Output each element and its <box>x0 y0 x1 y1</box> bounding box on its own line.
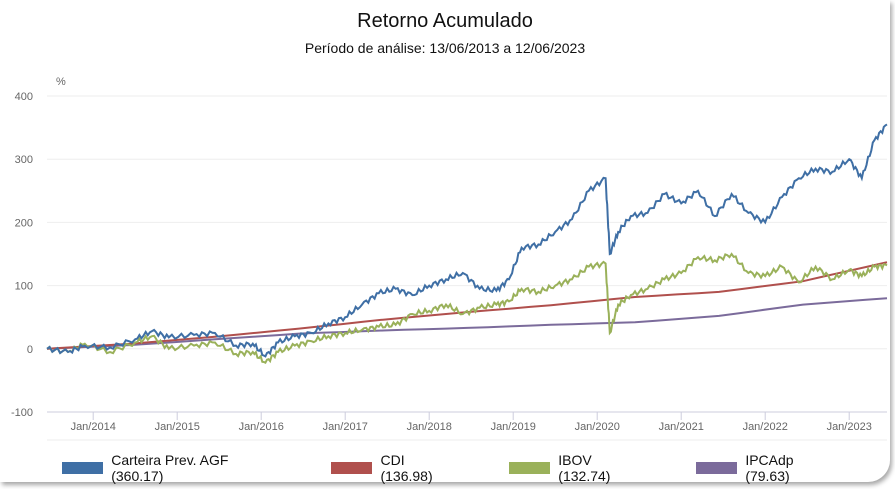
legend-item[interactable]: CDI (136.98) <box>331 452 459 484</box>
y-tick-label: -100 <box>11 407 33 419</box>
y-tick-label: 0 <box>27 344 33 356</box>
series-line <box>46 123 888 358</box>
legend-label: IBOV (132.74) <box>558 452 611 484</box>
x-tick-label: Jan/2015 <box>155 421 200 433</box>
y-tick-label: 200 <box>15 217 33 229</box>
series-line <box>46 252 888 364</box>
legend-swatch <box>331 462 373 474</box>
series-line <box>46 297 888 350</box>
legend-swatch <box>509 462 551 474</box>
y-tick-label: 300 <box>15 154 33 166</box>
chart-title: Retorno Acumulado <box>357 10 533 32</box>
chart-subtitle: Período de análise: 13/06/2013 a 12/06/2… <box>304 40 586 56</box>
y-tick-label: 100 <box>15 281 33 293</box>
x-tick-label: Jan/2022 <box>743 421 788 433</box>
legend-item[interactable]: IPCAdp (79.63) <box>696 452 840 484</box>
x-tick-label: Jan/2023 <box>827 421 872 433</box>
legend-swatch <box>62 462 104 474</box>
x-tick-label: Jan/2017 <box>323 421 368 433</box>
x-tick-label: Jan/2018 <box>407 421 452 433</box>
x-tick-label: Jan/2014 <box>71 421 116 433</box>
legend-label: IPCAdp (79.63) <box>745 452 794 484</box>
legend-label: Carteira Prev. AGF (360.17) <box>111 452 229 484</box>
legend-label: CDI (136.98) <box>380 452 433 484</box>
legend: Carteira Prev. AGF (360.17) CDI (136.98) I… <box>62 452 890 484</box>
y-axis-label: % <box>56 76 66 88</box>
legend-swatch <box>696 462 738 474</box>
x-tick-label: Jan/2019 <box>491 421 536 433</box>
x-tick-label: Jan/2016 <box>239 421 284 433</box>
legend-item[interactable]: IBOV (132.74) <box>509 452 646 484</box>
y-tick-label: 400 <box>15 91 33 103</box>
legend-item[interactable]: Carteira Prev. AGF (360.17) <box>62 452 281 484</box>
x-tick-label: Jan/2020 <box>575 421 620 433</box>
x-tick-label: Jan/2021 <box>659 421 704 433</box>
